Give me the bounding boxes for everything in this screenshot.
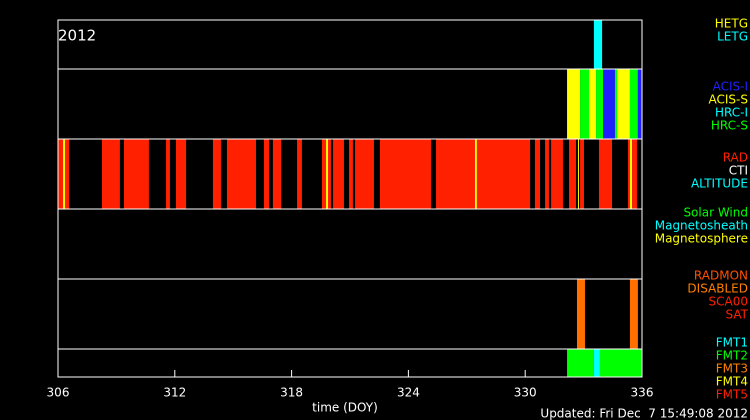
legend-label: Solar Wind [683, 206, 748, 220]
segment [627, 139, 630, 209]
updated-label: Updated: Fri Dec 7 15:49:08 2012 [540, 407, 748, 420]
legend-label: RAD [723, 151, 748, 165]
segment [629, 279, 638, 349]
segment [226, 139, 256, 209]
segment [617, 69, 630, 139]
segment [297, 139, 302, 209]
segment [593, 20, 603, 69]
x-tick-label: 306 [47, 386, 70, 400]
panel-frame [57, 208, 643, 280]
panel-frame [57, 68, 643, 140]
segment [534, 139, 540, 209]
legend-label: FMT4 [716, 375, 748, 389]
segment [614, 69, 618, 139]
segment [545, 139, 549, 209]
legend-label: Magnetosheath [655, 219, 748, 233]
x-tick-label: 336 [631, 386, 654, 400]
segment [577, 139, 579, 209]
legend-label: SCA00 [709, 295, 748, 309]
panel-frame [57, 19, 643, 70]
segment [272, 139, 282, 209]
segment [166, 139, 170, 209]
legend-label: ACIS-I [713, 80, 748, 94]
panel-frame [57, 348, 643, 378]
x-tick-label: 312 [163, 386, 186, 400]
segment [589, 69, 597, 139]
segment [379, 139, 431, 209]
legend-label: HRC-S [711, 119, 748, 133]
legend-label: CTI [729, 164, 748, 178]
segment [326, 139, 329, 209]
legend-label: FMT1 [716, 336, 748, 350]
segment [569, 139, 577, 209]
segment [263, 139, 270, 209]
segment [580, 69, 590, 139]
legend-label: LETG [717, 30, 748, 44]
legend-label: FMT2 [716, 349, 748, 363]
segment [629, 69, 638, 139]
x-tick-label: 330 [514, 386, 537, 400]
legend-label: DISABLED [687, 282, 748, 296]
legend-label: ACIS-S [709, 93, 748, 107]
segment [567, 69, 581, 139]
x-tick-label: 324 [397, 386, 420, 400]
legend-label: FMT3 [716, 362, 748, 376]
legend-label: SAT [726, 308, 749, 322]
segment [63, 139, 66, 209]
legend-label: FMT5 [716, 388, 748, 402]
segment [596, 69, 604, 139]
panel-frame [57, 278, 643, 350]
legend-label: RADMON [694, 269, 748, 283]
segment [333, 139, 344, 209]
segment [476, 139, 531, 209]
segment [355, 139, 374, 209]
segment [603, 69, 615, 139]
x-axis-label: time (DOY) [312, 401, 378, 415]
segment [321, 139, 327, 209]
segment [474, 139, 477, 209]
segment [349, 139, 353, 209]
segment [593, 349, 600, 377]
segment [101, 139, 120, 209]
segment [328, 139, 331, 209]
segment [175, 139, 187, 209]
legend-label: HETG [715, 17, 748, 31]
legend-label: ALTITUDE [691, 177, 748, 191]
segment [637, 69, 642, 139]
segment [629, 139, 633, 209]
segment [598, 139, 613, 209]
segment [632, 139, 637, 209]
year-label: 2012 [58, 27, 96, 45]
segment [567, 349, 594, 377]
legend-label: HRC-I [715, 106, 748, 120]
segment [599, 349, 642, 377]
segment [551, 139, 563, 209]
segment [436, 139, 475, 209]
segment [580, 139, 584, 209]
segment [212, 139, 221, 209]
segment [123, 139, 149, 209]
x-tick-label: 318 [280, 386, 303, 400]
segment [576, 279, 585, 349]
legend-label: Magnetosphere [655, 232, 748, 246]
